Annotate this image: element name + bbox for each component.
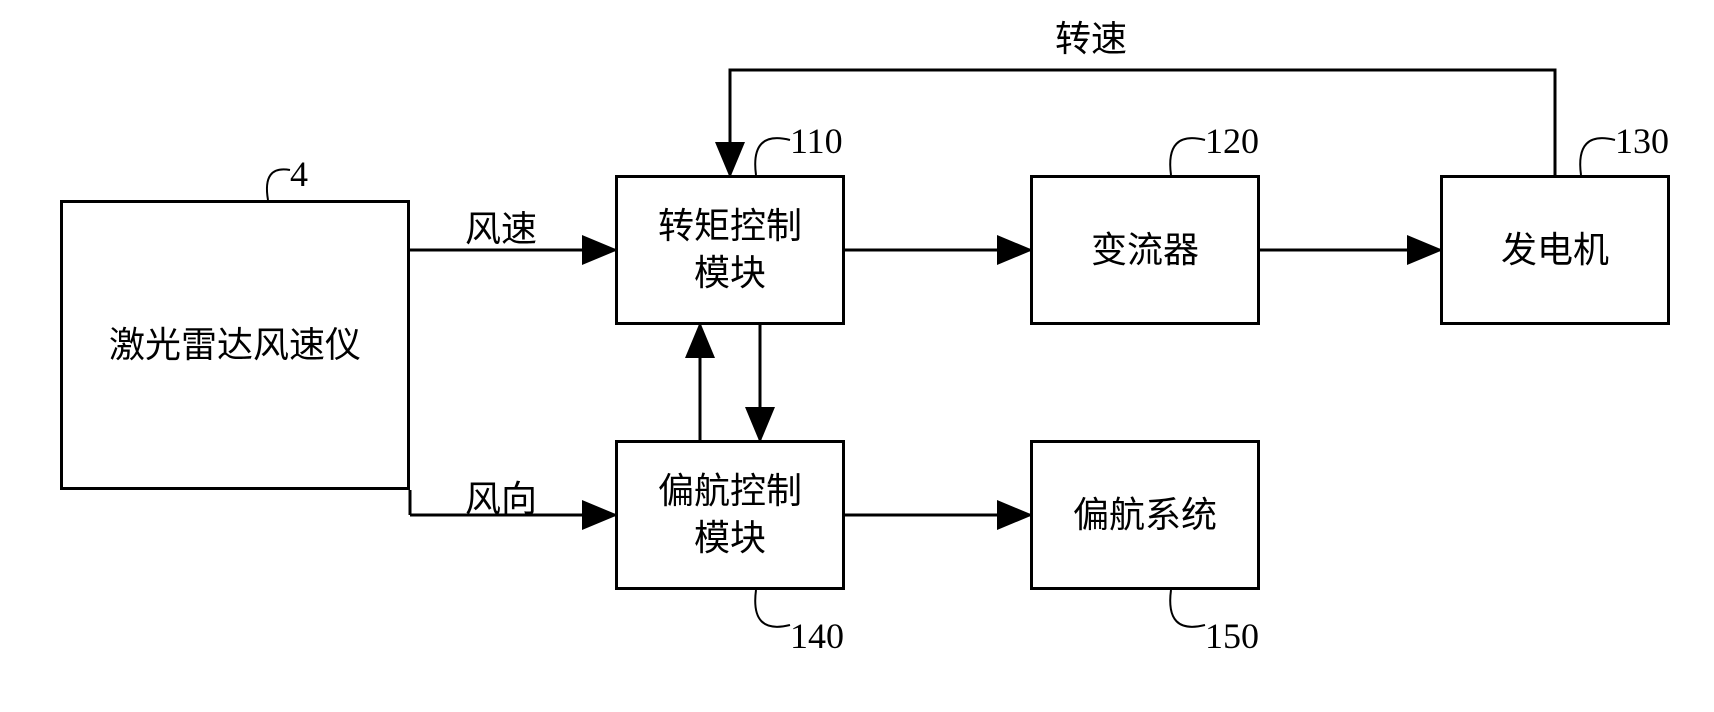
ref-140-text: 140: [790, 616, 844, 656]
wind-direction-label: 风向: [465, 470, 537, 522]
ref-150: 150: [1205, 615, 1259, 657]
yaw-system-label: 偏航系统: [1073, 492, 1217, 539]
generator-label: 发电机: [1501, 227, 1609, 274]
converter-box: 变流器: [1030, 175, 1260, 325]
wind-speed-text: 风速: [465, 209, 537, 249]
ref-150-text: 150: [1205, 616, 1259, 656]
block-diagram: 激光雷达风速仪 转矩控制 模块 变流器 发电机 偏航控制 模块 偏航系统 风速 …: [0, 0, 1714, 712]
lidar-label: 激光雷达风速仪: [109, 322, 361, 369]
curve-120: [1170, 138, 1205, 175]
rpm-label: 转速: [1055, 10, 1127, 62]
curve-150: [1170, 590, 1205, 627]
ref-130: 130: [1615, 120, 1669, 162]
edge-generator-feedback: [730, 70, 1555, 175]
curve-140: [755, 590, 790, 627]
wind-speed-label: 风速: [465, 200, 537, 252]
ref-110: 110: [790, 120, 843, 162]
curve-130: [1580, 138, 1615, 175]
ref-130-text: 130: [1615, 121, 1669, 161]
ref-120-text: 120: [1205, 121, 1259, 161]
yaw-control-label: 偏航控制 模块: [658, 468, 802, 562]
generator-box: 发电机: [1440, 175, 1670, 325]
ref-140: 140: [790, 615, 844, 657]
ref-4-text: 4: [290, 154, 308, 194]
ref-4: 4: [290, 153, 308, 195]
yaw-system-box: 偏航系统: [1030, 440, 1260, 590]
torque-control-label: 转矩控制 模块: [658, 203, 802, 297]
rpm-text: 转速: [1055, 19, 1127, 59]
torque-control-box: 转矩控制 模块: [615, 175, 845, 325]
yaw-control-box: 偏航控制 模块: [615, 440, 845, 590]
ref-120: 120: [1205, 120, 1259, 162]
curve-110: [755, 138, 790, 175]
lidar-box: 激光雷达风速仪: [60, 200, 410, 490]
wind-direction-text: 风向: [465, 479, 537, 519]
converter-label: 变流器: [1091, 227, 1199, 274]
curve-4: [267, 169, 290, 200]
ref-110-text: 110: [790, 121, 843, 161]
